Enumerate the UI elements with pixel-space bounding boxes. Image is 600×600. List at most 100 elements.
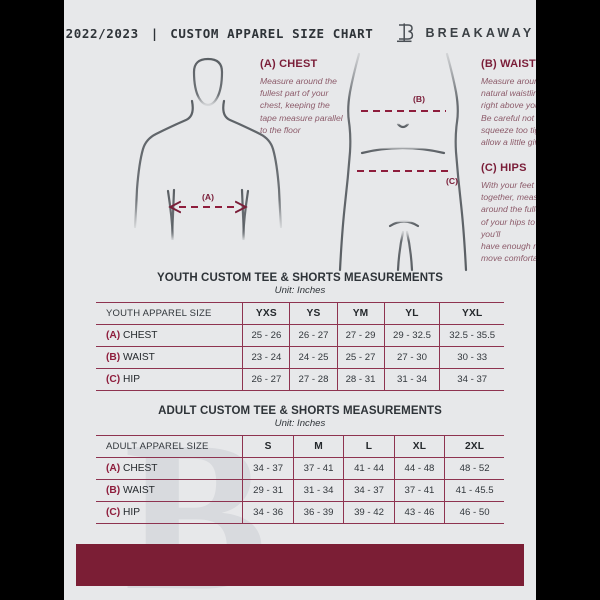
brand-name: BREAKAWAY [425, 26, 535, 40]
youth-hip-yl: 31 - 34 [383, 368, 440, 391]
adult-row-waist-label: (B) WAIST [96, 479, 243, 502]
adult-hip-s: 34 - 36 [242, 501, 294, 524]
table-row: (B) WAIST 23 - 24 24 - 25 25 - 27 27 - 3… [96, 346, 504, 369]
youth-waist-yxl: 30 - 33 [439, 346, 504, 369]
youth-chest-ys: 26 - 27 [289, 324, 337, 347]
youth-measurements-block: YOUTH CUSTOM TEE & SHORTS MEASUREMENTS U… [96, 272, 504, 391]
youth-size-table: YOUTH APPAREL SIZE YXS YS YM YL YXL (A) … [96, 302, 504, 391]
adult-row-waist-name: WAIST [123, 485, 155, 496]
lower-body-hips-figure [338, 52, 468, 272]
footer-accent-bar [76, 544, 524, 586]
youth-size-yxs: YXS [242, 302, 290, 325]
callout-hips-title: (C) HIPS [481, 162, 527, 174]
adult-table-unit: Unit: Inches [274, 418, 326, 429]
adult-chest-m: 37 - 41 [292, 457, 344, 480]
youth-row-chest-label: (A) CHEST [96, 324, 243, 347]
adult-header-row: ADULT APPAREL SIZE S M L XL 2XL [96, 435, 504, 458]
callout-chest-title: (A) CHEST [260, 58, 318, 70]
adult-waist-m: 31 - 34 [292, 479, 344, 502]
adult-size-label: ADULT APPAREL SIZE [96, 435, 243, 458]
callout-waist: (B) WAIST Measure around your natural wa… [481, 58, 536, 148]
table-row: (A) CHEST 25 - 26 26 - 27 27 - 29 29 - 3… [96, 324, 504, 347]
adult-row-chest-name: CHEST [123, 463, 158, 474]
youth-row-chest-tag: (A) [106, 330, 121, 341]
adult-hip-m: 36 - 39 [292, 501, 344, 524]
youth-waist-ym: 25 - 27 [336, 346, 385, 369]
youth-table-unit: Unit: Inches [274, 285, 326, 296]
youth-row-waist-name: WAIST [123, 352, 155, 363]
youth-size-ys: YS [289, 302, 337, 325]
adult-waist-l: 34 - 37 [343, 479, 395, 502]
youth-row-hip-tag: (C) [106, 374, 121, 385]
youth-row-waist-label: (B) WAIST [96, 346, 243, 369]
breakaway-b-monogram-icon [395, 22, 415, 44]
adult-table-title: ADULT CUSTOM TEE & SHORTS MEASUREMENTS [158, 405, 442, 417]
youth-row-hip-name: HIP [123, 374, 140, 385]
adult-chest-l: 41 - 44 [343, 457, 395, 480]
callout-chest: (A) CHEST Measure around the fullest par… [260, 58, 380, 136]
youth-row-chest-name: CHEST [123, 330, 158, 341]
adult-chest-2xl: 48 - 52 [444, 457, 504, 480]
youth-chest-yxs: 25 - 26 [242, 324, 290, 347]
table-row: (C) HIP 26 - 27 27 - 28 28 - 31 31 - 34 … [96, 368, 504, 391]
youth-table-title: YOUTH CUSTOM TEE & SHORTS MEASUREMENTS [157, 272, 443, 284]
adult-row-hip-name: HIP [123, 507, 140, 518]
page-title: CUSTOM APPAREL SIZE CHART [170, 25, 374, 41]
adult-row-chest-label: (A) CHEST [96, 457, 243, 480]
youth-hip-ym: 28 - 31 [336, 368, 385, 391]
youth-chest-yxl: 32.5 - 35.5 [439, 324, 504, 347]
callout-chest-body: Measure around the fullest part of your … [260, 76, 343, 135]
adult-size-s: S [242, 435, 294, 458]
adult-size-table: ADULT APPAREL SIZE S M L XL 2XL (A) CHES… [96, 435, 504, 524]
youth-row-hip-label: (C) HIP [96, 368, 243, 391]
adult-size-xl: XL [393, 435, 445, 458]
youth-header-row: YOUTH APPAREL SIZE YXS YS YM YL YXL [96, 302, 504, 325]
youth-size-yxl: YXL [439, 302, 504, 325]
chest-marker-label: (A) [202, 192, 214, 202]
youth-row-waist-tag: (B) [106, 352, 121, 363]
adult-size-l: L [343, 435, 395, 458]
callout-waist-title: (B) WAIST [481, 58, 536, 70]
youth-size-yl: YL [383, 302, 440, 325]
youth-size-label: YOUTH APPAREL SIZE [96, 302, 243, 325]
chest-measure-line: (A) [179, 192, 237, 207]
youth-chest-ym: 27 - 29 [336, 324, 385, 347]
adult-hip-l: 39 - 42 [343, 501, 395, 524]
adult-row-hip-label: (C) HIP [96, 501, 243, 524]
adult-row-waist-tag: (B) [106, 485, 121, 496]
youth-waist-yl: 27 - 30 [383, 346, 440, 369]
waist-marker-label: (B) [413, 94, 425, 104]
hips-measure-line: (C) [357, 170, 458, 186]
youth-waist-yxs: 23 - 24 [242, 346, 290, 369]
body-figures-svg: (A) [133, 52, 468, 272]
callout-waist-body: Measure around your natural waistline – … [481, 76, 536, 148]
adult-hip-2xl: 46 - 50 [444, 501, 504, 524]
hips-marker-label: (C) [446, 176, 458, 186]
table-row: (C) HIP 34 - 36 36 - 39 39 - 42 43 - 46 … [96, 501, 504, 524]
adult-waist-s: 29 - 31 [242, 479, 294, 502]
size-chart-page: B 2022/2023 | CUSTOM APPAREL SIZE CHART … [64, 0, 536, 600]
callout-hips: (C) HIPS With your feet together, measur… [481, 162, 536, 264]
adult-size-m: M [292, 435, 344, 458]
youth-hip-ys: 27 - 28 [289, 368, 337, 391]
waist-measure-line: (B) [361, 94, 446, 112]
table-row: (B) WAIST 29 - 31 31 - 34 34 - 37 37 - 4… [96, 479, 504, 502]
page-header: 2022/2023 | CUSTOM APPAREL SIZE CHART BR… [64, 20, 536, 46]
table-row: (A) CHEST 34 - 37 37 - 41 41 - 44 44 - 4… [96, 457, 504, 480]
adult-waist-2xl: 41 - 45.5 [444, 479, 504, 502]
adult-waist-xl: 37 - 41 [393, 479, 445, 502]
adult-chest-s: 34 - 37 [242, 457, 294, 480]
youth-chest-yl: 29 - 32.5 [383, 324, 440, 347]
adult-row-chest-tag: (A) [106, 463, 121, 474]
upper-body-torso-figure [133, 57, 283, 241]
adult-measurements-block: ADULT CUSTOM TEE & SHORTS MEASUREMENTS U… [96, 405, 504, 524]
youth-waist-ys: 24 - 25 [289, 346, 337, 369]
youth-hip-yxs: 26 - 27 [242, 368, 290, 391]
adult-row-hip-tag: (C) [106, 507, 121, 518]
youth-size-ym: YM [336, 302, 385, 325]
header-season: 2022/2023 [65, 25, 139, 41]
callout-hips-body: With your feet together, measure around … [481, 180, 536, 264]
header-separator: | [150, 25, 159, 41]
measurement-diagram: (A) [64, 50, 536, 272]
